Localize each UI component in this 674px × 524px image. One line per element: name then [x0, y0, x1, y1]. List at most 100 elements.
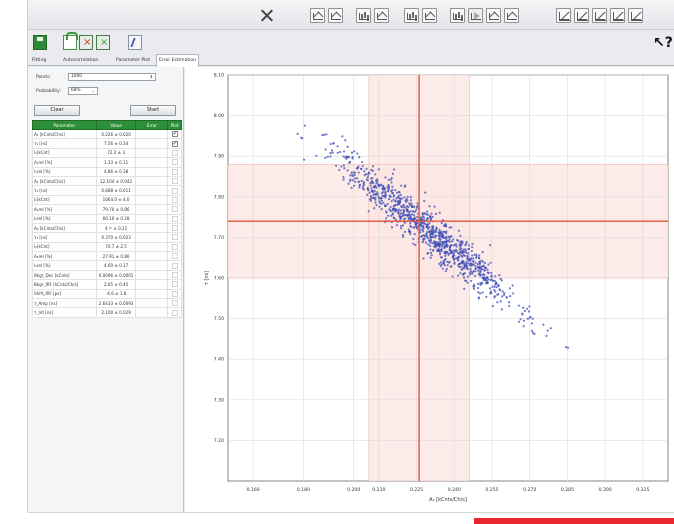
plot-checkbox[interactable] [171, 309, 178, 316]
scatter-point [409, 195, 413, 199]
table-row[interactable]: I₃[kCnt] 70.7 ± 2.5 [32, 241, 182, 253]
start-button[interactable]: Start [130, 105, 176, 116]
add-dataset-icon[interactable] [63, 32, 78, 50]
tools-icon[interactable] [259, 8, 274, 23]
plot-checkbox[interactable] [171, 140, 178, 147]
plot-checkbox[interactable] [171, 149, 178, 156]
table-row[interactable]: I₁rel [%] 4.86 ± 0.38 [32, 166, 182, 177]
table-row[interactable]: Bkgr_Dec [kCnts] 0.0096 ± 0.0001 [32, 269, 182, 281]
scatter-point [347, 156, 351, 159]
bar-plot-icon[interactable] [404, 8, 419, 23]
plot-checkbox[interactable] [171, 196, 178, 203]
table-row[interactable]: A₂rel [%] 79.70 ± 0.86 [32, 204, 182, 215]
scatter-point [353, 177, 357, 180]
plot-checkbox[interactable] [171, 206, 178, 213]
table-row[interactable]: I₁[kCnt] 72.2 ± 3 [32, 147, 182, 159]
plot-checkbox[interactable] [171, 168, 178, 175]
tab-autocorrelation[interactable]: Autocorrelation [63, 58, 99, 63]
table-row[interactable]: A₁ [kCnts/Ch/s] 0.226 ± 0.020 [32, 128, 182, 140]
table-row[interactable]: A₃rel [%] 27.91 ± 0.86 [32, 251, 182, 262]
trace-norm-plot-icon[interactable] [592, 8, 607, 23]
scatter-point [412, 242, 415, 245]
table-row[interactable]: A₃ [kCnts/Ch/s] 4.⁰⁰ ± 0.21 [32, 222, 182, 234]
clear-button[interactable]: Clear [34, 105, 80, 116]
error-scatter-plot[interactable]: 0.160 0.180 0.200 0.210 0.225 0.240 0.255 0.270… [185, 67, 674, 512]
scatter-point [424, 241, 428, 244]
fit-curve-icon[interactable] [486, 8, 501, 23]
table-row[interactable]: A₂ [kCnts/Ch/s] 12.104 ± 0.042 [32, 175, 182, 187]
table-row[interactable]: A₁rel [%] 1.33 ± 0.11 [32, 157, 182, 168]
trace-overlay-plot-icon[interactable] [628, 8, 643, 23]
copy-dataset-icon[interactable] [96, 35, 110, 50]
plot-checkbox[interactable] [171, 159, 178, 166]
delete-dataset-icon[interactable] [79, 35, 93, 50]
plot-cell [167, 213, 182, 224]
plot-checkbox[interactable] [171, 215, 178, 222]
table-row[interactable]: I₂[kCnt] 1064.0 ± 4.0 [32, 194, 182, 206]
plot-checkbox[interactable] [171, 178, 178, 185]
tab-parameter-plot[interactable]: Parameter Plot [116, 58, 151, 63]
plot-checkbox[interactable] [171, 281, 178, 288]
table-row[interactable]: I₂rel [%] 66.10 ± 0.28 [32, 213, 182, 224]
table-row[interactable]: τ₃ [ns] 0.370 ± 0.023 [32, 232, 182, 243]
scatter-point [399, 200, 402, 204]
scatter-point [351, 174, 354, 178]
scatter-point [503, 292, 506, 295]
points-select[interactable]: 1000 ⬍ [68, 73, 156, 81]
scatter-point [478, 260, 481, 263]
plot-checkbox[interactable] [171, 290, 178, 297]
plot-checkbox[interactable] [171, 225, 178, 232]
scatter-point [483, 269, 486, 272]
context-help-icon[interactable]: ↖? [653, 35, 673, 51]
tab-error-estimation[interactable]: Error Estimation [156, 54, 200, 67]
table-row[interactable]: Shift_IRF [ps] -4.6 ± 1.6 [32, 288, 182, 300]
decay-log-plot-icon[interactable] [328, 8, 343, 23]
table-row[interactable]: τ₂ [ns] 0.688 ± 0.011 [32, 185, 182, 196]
value-cell: 1064.0 ± 4.0 [95, 194, 137, 206]
bar-fit-icon[interactable] [422, 8, 437, 23]
residual-plot-icon[interactable] [450, 8, 465, 23]
plot-checkbox[interactable] [171, 243, 178, 250]
plot-checkbox[interactable] [171, 300, 178, 307]
scatter-point [407, 205, 410, 209]
trace-log-plot-icon[interactable] [574, 8, 589, 23]
plot-cell [167, 166, 182, 177]
histogram-fit-icon[interactable] [374, 8, 389, 23]
trace-plot-icon[interactable] [556, 8, 571, 23]
scatter-point [467, 247, 470, 251]
probability-select[interactable]: 68% ⌄ [68, 87, 98, 95]
plot-checkbox[interactable] [171, 131, 178, 138]
fit-curve-log-icon[interactable] [504, 8, 519, 23]
param-cell: A₂ [kCnts/Ch/s] [32, 175, 97, 187]
spin-arrows-icon[interactable]: ⬍ [149, 74, 153, 79]
table-row[interactable]: I₃rel [%] 4.60 ± 0.17 [32, 260, 182, 271]
trace-fit-plot-icon[interactable] [610, 8, 625, 23]
decay-plot-icon[interactable] [310, 8, 325, 23]
chart-edit-icon[interactable] [128, 35, 142, 50]
scatter-point [439, 261, 443, 264]
table-row[interactable]: Bkgr_IRF [kCnts/Ch/s] 2.65 ± 0.45 [32, 279, 182, 290]
error-cell [135, 157, 169, 168]
plot-checkbox[interactable] [171, 272, 178, 279]
scatter-point [381, 188, 384, 191]
scatter-point [438, 211, 441, 214]
scatter-point [435, 227, 438, 230]
plot-checkbox[interactable] [171, 262, 178, 269]
error-cell [135, 128, 169, 140]
play-icon[interactable] [468, 8, 483, 23]
tab-fitting[interactable]: Fitting [32, 58, 47, 63]
scatter-point [432, 249, 435, 252]
table-row[interactable]: τ_Amp [ns] 2.6433 ± 0.0093 [32, 298, 182, 309]
scatter-point [409, 225, 412, 228]
plot-checkbox[interactable] [171, 187, 178, 194]
col-error: Error [135, 120, 169, 130]
scatter-point [527, 310, 531, 313]
save-icon[interactable] [33, 35, 47, 50]
table-row[interactable]: τ₁ [ns] 7.56 ± 0.34 [32, 138, 182, 149]
plot-checkbox[interactable] [171, 234, 178, 241]
histogram-icon[interactable] [356, 8, 371, 23]
plot-cell [167, 269, 182, 281]
plot-checkbox[interactable] [171, 253, 178, 260]
value-cell: 4.60 ± 0.17 [95, 260, 137, 271]
table-row[interactable]: τ_Int [ns] 2.100 ± 0.029 [32, 307, 182, 318]
